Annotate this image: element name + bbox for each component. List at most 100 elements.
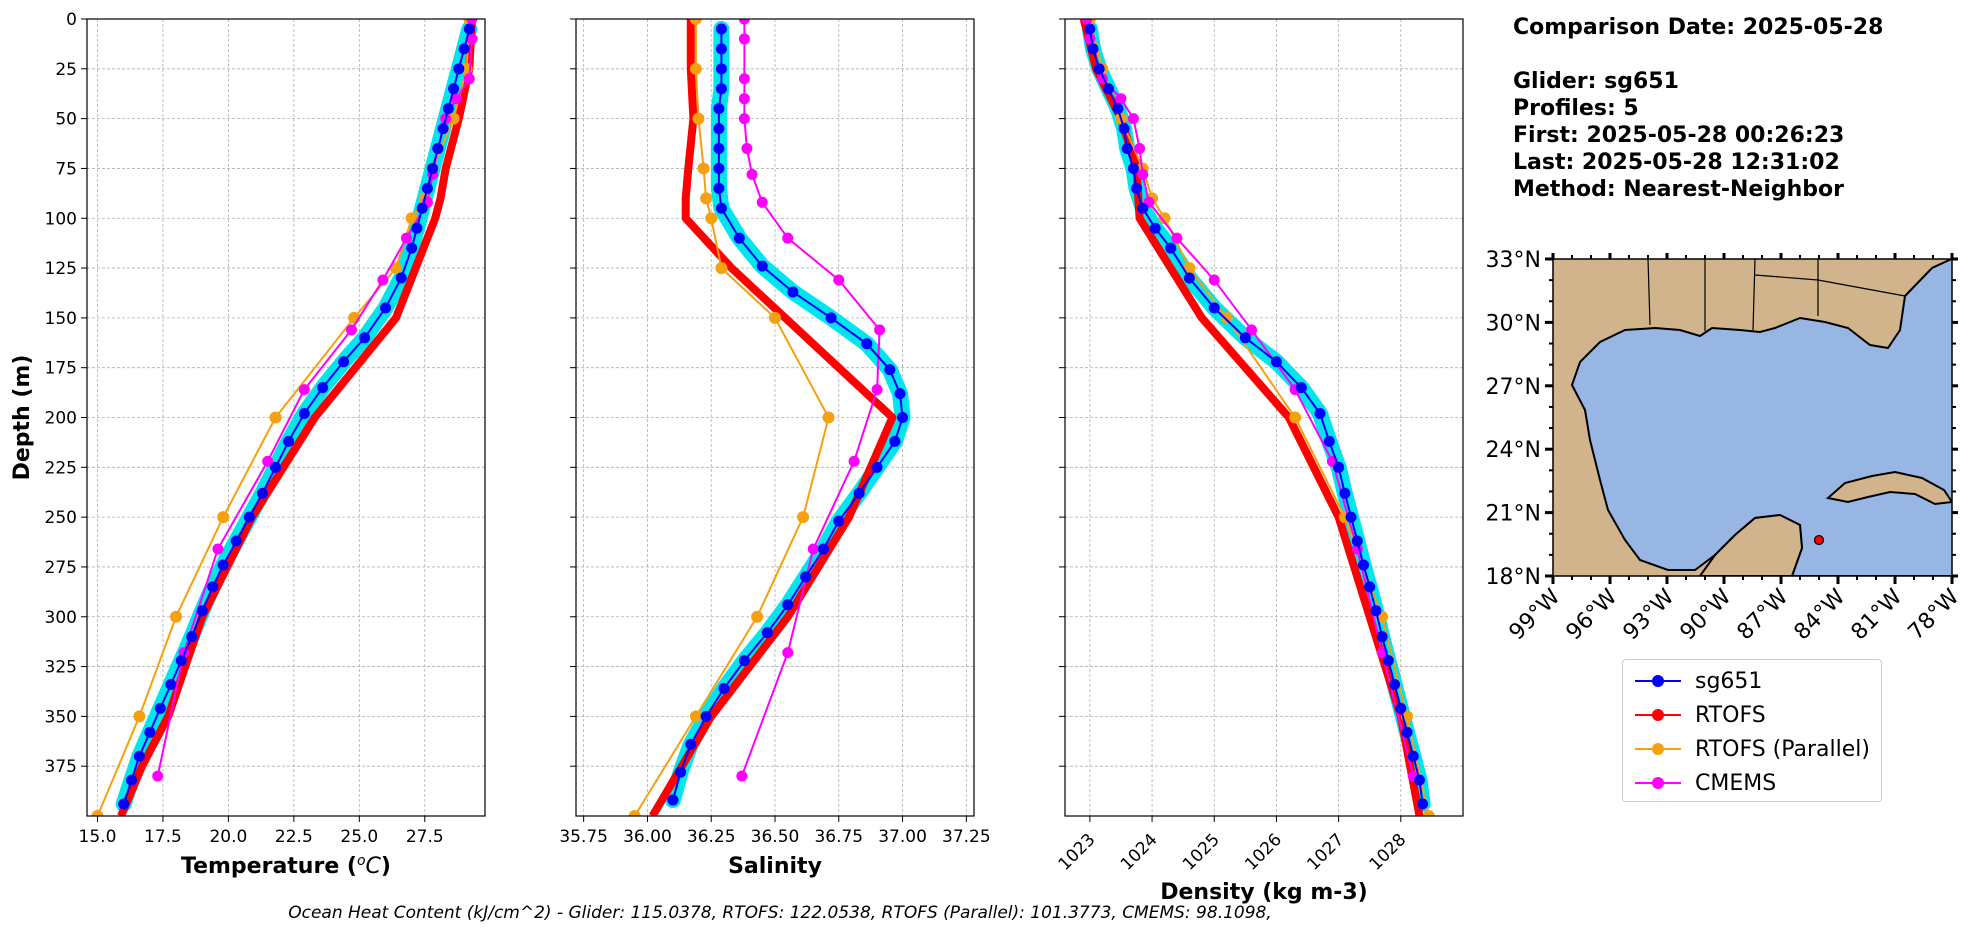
y-tick-label: 375 [45, 757, 77, 777]
cmems-point [466, 19, 478, 25]
cmems-point [848, 455, 860, 467]
y-tick-label: 150 [45, 309, 77, 329]
rtofs-parallel-point [405, 212, 418, 225]
sg651-point [317, 382, 329, 394]
sg651-line [122, 28, 471, 805]
sg651-point [133, 750, 145, 762]
sg651-point [733, 232, 745, 244]
rtofs-parallel-point [133, 710, 146, 723]
sg651-point [1351, 535, 1363, 547]
x-tick-label: 15.0 [79, 827, 117, 847]
cmems-point [738, 113, 750, 125]
sg651-point [825, 312, 837, 324]
sg651-point [1112, 103, 1124, 115]
sg651-point [700, 710, 712, 722]
sg651-point [787, 286, 799, 298]
y-tick-label: 275 [45, 558, 77, 578]
rtofs-parallel-point [689, 19, 702, 25]
map-lon-label: 96°W [1562, 584, 1623, 645]
cmems-point [807, 543, 819, 555]
map-lon-label: 81°W [1847, 584, 1908, 645]
x-tick-label: 1027 [1303, 830, 1348, 875]
sg651-point [437, 123, 449, 135]
sg651-point [1295, 382, 1307, 394]
sg651-point [738, 655, 750, 667]
map-lon-label: 90°W [1676, 584, 1737, 645]
rtofs-parallel-point [389, 262, 402, 275]
rtofs-parallel-point [692, 112, 705, 125]
sg651-point [432, 143, 444, 155]
rtofs-parallel-point [700, 192, 713, 205]
sg651-point [1314, 408, 1326, 420]
sg651-point [1149, 222, 1161, 234]
rtofs-line [649, 19, 897, 816]
sg651-point [715, 202, 727, 214]
legend-swatch [1635, 675, 1681, 687]
legend-swatch [1635, 777, 1681, 789]
sg651-point [667, 794, 679, 806]
sg651-point [715, 63, 727, 75]
x-tick-label: 36.00 [623, 827, 672, 847]
x-tick-label: 20.0 [209, 827, 247, 847]
last-time: Last: 2025-05-28 12:31:02 [1513, 150, 1840, 175]
x-tick-label: 1026 [1241, 830, 1286, 875]
cmems-point [466, 33, 478, 45]
sg651-line [1088, 28, 1424, 805]
rtofs-parallel-point [689, 710, 702, 723]
sg651-point [442, 103, 454, 115]
y-tick-label: 125 [45, 259, 77, 279]
sg651-point [713, 162, 725, 174]
first-time: First: 2025-05-28 00:26:23 [1513, 123, 1845, 148]
y-tick-label: 250 [45, 508, 77, 528]
cmems-point [298, 384, 310, 396]
sg651-point [207, 581, 219, 593]
x-tick-label: 1025 [1179, 830, 1224, 875]
sg651-point [713, 143, 725, 155]
sg651-point [1333, 461, 1345, 473]
cmems-point [782, 647, 794, 659]
x-tick-label: 37.25 [942, 827, 991, 847]
sg651-point [427, 162, 439, 174]
cmems-point [1171, 232, 1183, 244]
cmems-point [833, 274, 845, 286]
sg651-point [1087, 43, 1099, 55]
x-tick-label: 1024 [1117, 830, 1162, 875]
map-lat-label: 33°N [1486, 248, 1541, 273]
sg651-point [833, 515, 845, 527]
cmems-line [1085, 19, 1415, 777]
sg651-point [718, 682, 730, 694]
sg651-point [685, 738, 697, 750]
sg651-point [1084, 23, 1096, 35]
cmems-point [345, 324, 357, 336]
cmems-point [450, 93, 462, 105]
sg651-point [1323, 435, 1335, 447]
sg651-point [715, 83, 727, 95]
panel-2: 35.75 36.00 36.25 36.50 36.75 37.00 37.25 Salin… [559, 18, 991, 879]
x-tick-label: 1023 [1055, 830, 1100, 875]
map-lon-label: 84°W [1790, 584, 1851, 645]
map-lat-label: 21°N [1486, 502, 1541, 527]
y-tick-label: 325 [45, 658, 77, 678]
cmems-point [1081, 19, 1093, 25]
cmems-point [377, 274, 389, 286]
map-lat-label: 27°N [1486, 375, 1541, 400]
x-tick-label: 36.50 [751, 827, 800, 847]
sg651-point [283, 435, 295, 447]
sg651-point [756, 260, 768, 272]
sg651-point [853, 487, 865, 499]
sg651-point [243, 511, 255, 523]
legend-label: RTOFS (Parallel) [1695, 736, 1870, 762]
sg651-point [713, 103, 725, 115]
panel-1: 0 25 50 75 100 125 150 175 200 225 250 275 300 325 350… [10, 10, 486, 879]
x-tick-label: 27.5 [406, 827, 444, 847]
x-tick-label: 25.0 [340, 827, 378, 847]
map-yucatan [1698, 513, 1804, 576]
sg651-point [144, 726, 156, 738]
rtofs-parallel-point [1220, 311, 1233, 324]
map-lon-label: 78°W [1904, 584, 1965, 645]
sg651-point [871, 461, 883, 473]
sg651-point [448, 83, 460, 95]
sg651-point [458, 43, 470, 55]
rtofs-parallel-point [705, 212, 718, 225]
sg651-point [1339, 487, 1351, 499]
